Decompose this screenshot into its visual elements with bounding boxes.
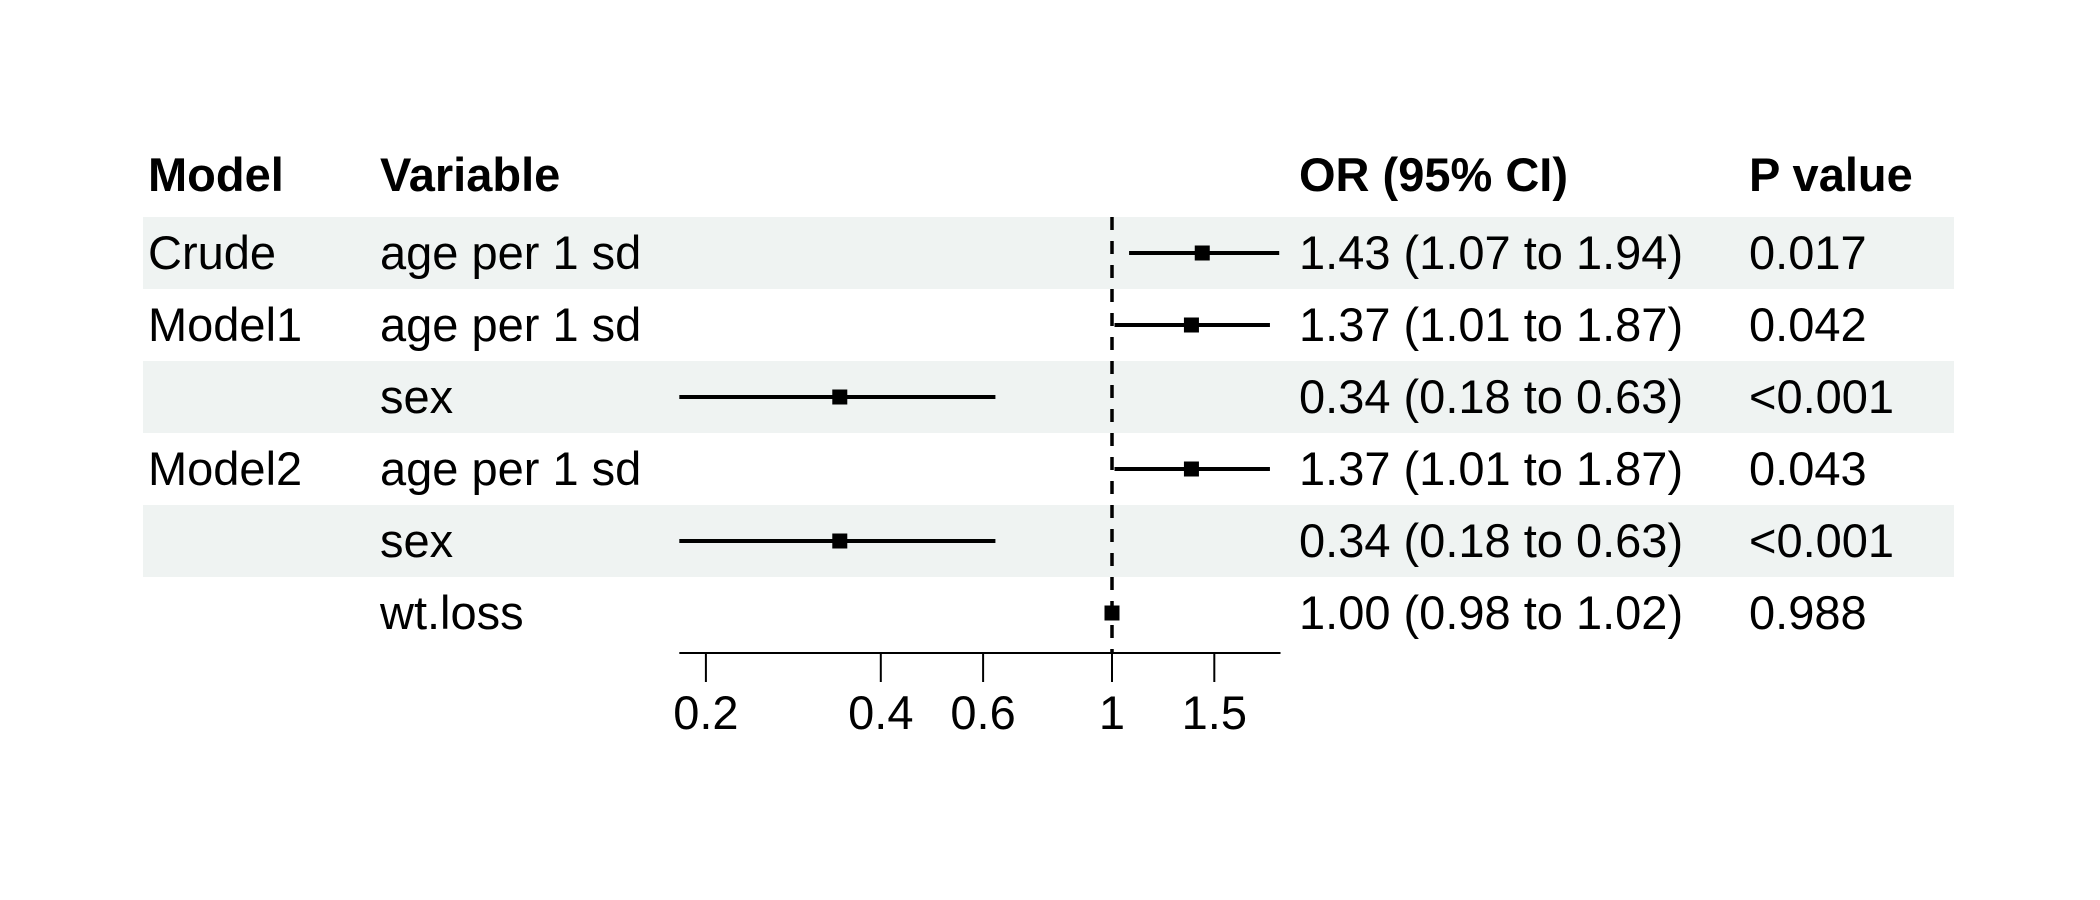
or-ci-cell: 1.37 (1.01 to 1.87)	[1299, 442, 1684, 495]
model-cell: Model2	[148, 442, 303, 495]
model-cell: Model1	[148, 298, 303, 351]
table-row: Model2 age per 1 sd 1.37 (1.01 to 1.87) …	[0, 433, 2100, 505]
p-value-cell: 0.042	[1749, 298, 1867, 351]
point-estimate-marker	[1104, 605, 1120, 621]
x-axis-tick-label: 0.2	[673, 686, 739, 739]
or-ci-cell: 1.00 (0.98 to 1.02)	[1299, 586, 1684, 639]
table-row: Model1 age per 1 sd 1.37 (1.01 to 1.87) …	[0, 289, 2100, 361]
row-stripe	[143, 217, 1954, 289]
p-value-cell: <0.001	[1749, 514, 1895, 567]
or-ci-cell: 0.34 (0.18 to 0.63)	[1299, 514, 1684, 567]
table-row: sex 0.34 (0.18 to 0.63) <0.001	[0, 361, 2100, 433]
or-ci-cell: 1.37 (1.01 to 1.87)	[1299, 298, 1684, 351]
x-axis-tick-label: 0.4	[848, 686, 914, 739]
row-stripe	[143, 505, 1954, 577]
or-ci-cell: 1.43 (1.07 to 1.94)	[1299, 226, 1684, 279]
column-header-p-value: P value	[1749, 148, 1913, 201]
row-stripe	[143, 361, 1954, 433]
variable-cell: sex	[380, 514, 454, 567]
p-value-cell: 0.988	[1749, 586, 1867, 639]
p-value-cell: <0.001	[1749, 370, 1895, 423]
table-row: sex 0.34 (0.18 to 0.63) <0.001	[0, 505, 2100, 577]
p-value-cell: 0.017	[1749, 226, 1867, 279]
or-ci-cell: 0.34 (0.18 to 0.63)	[1299, 370, 1684, 423]
point-estimate-marker	[1183, 461, 1199, 477]
point-estimate-marker	[832, 389, 848, 405]
variable-cell: sex	[380, 370, 454, 423]
x-axis-tick-label: 0.6	[950, 686, 1016, 739]
point-estimate-marker	[832, 533, 848, 549]
table-row: Crude age per 1 sd 1.43 (1.07 to 1.94) 0…	[0, 217, 2100, 289]
model-cell: Crude	[148, 226, 277, 279]
table-row: wt.loss 1.00 (0.98 to 1.02) 0.988	[0, 577, 2100, 649]
x-axis-tick-label: 1	[1098, 686, 1126, 739]
point-estimate-marker	[1194, 245, 1210, 261]
column-header-or-ci: OR (95% CI)	[1299, 148, 1568, 201]
column-header-model: Model	[148, 148, 284, 201]
variable-cell: age per 1 sd	[380, 226, 642, 279]
column-header-variable: Variable	[380, 148, 561, 201]
variable-cell: wt.loss	[380, 586, 524, 639]
x-axis-tick-label: 1.5	[1181, 686, 1247, 739]
variable-cell: age per 1 sd	[380, 442, 642, 495]
point-estimate-marker	[1183, 317, 1199, 333]
variable-cell: age per 1 sd	[380, 298, 642, 351]
p-value-cell: 0.043	[1749, 442, 1867, 495]
